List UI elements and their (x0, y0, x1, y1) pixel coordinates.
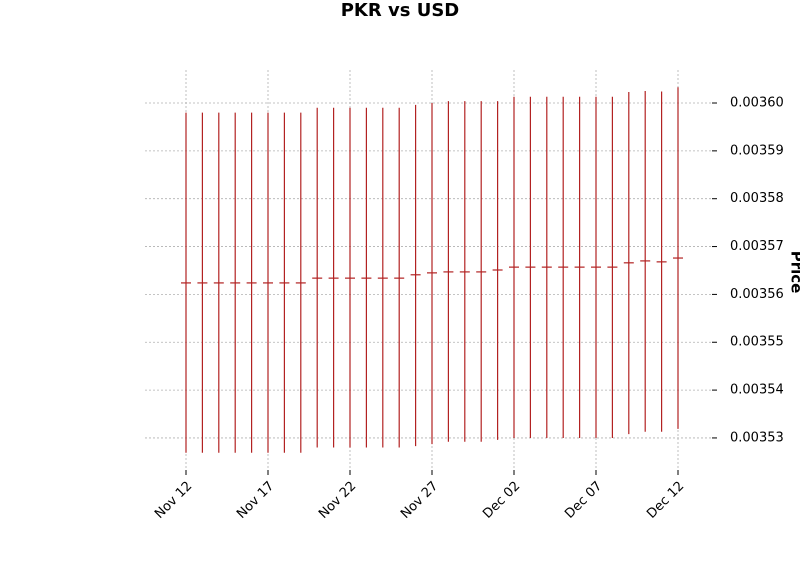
y-tick-label: 0.00360 (730, 96, 784, 111)
y-tick-label: 0.00353 (730, 430, 784, 445)
x-tick-label: Dec 02 (480, 479, 523, 522)
y-tick-label: 0.00356 (730, 287, 784, 302)
x-tick-label: Dec 07 (562, 479, 605, 522)
y-tick-label: 0.00359 (730, 143, 784, 158)
x-tick-label: Nov 17 (234, 479, 277, 522)
y-tick-label: 0.00357 (730, 239, 784, 254)
chart-title: PKR vs USD (341, 0, 460, 21)
x-tick-label: Nov 12 (152, 479, 195, 522)
x-tick-label: Dec 12 (644, 479, 687, 522)
x-tick-label: Nov 22 (316, 479, 359, 522)
y-tick-label: 0.00358 (730, 191, 784, 206)
x-tick-label: Nov 27 (398, 479, 441, 522)
y-tick-label: 0.00354 (730, 383, 784, 398)
y-axis-label: Price (788, 251, 800, 294)
y-tick-label: 0.00355 (730, 335, 784, 350)
